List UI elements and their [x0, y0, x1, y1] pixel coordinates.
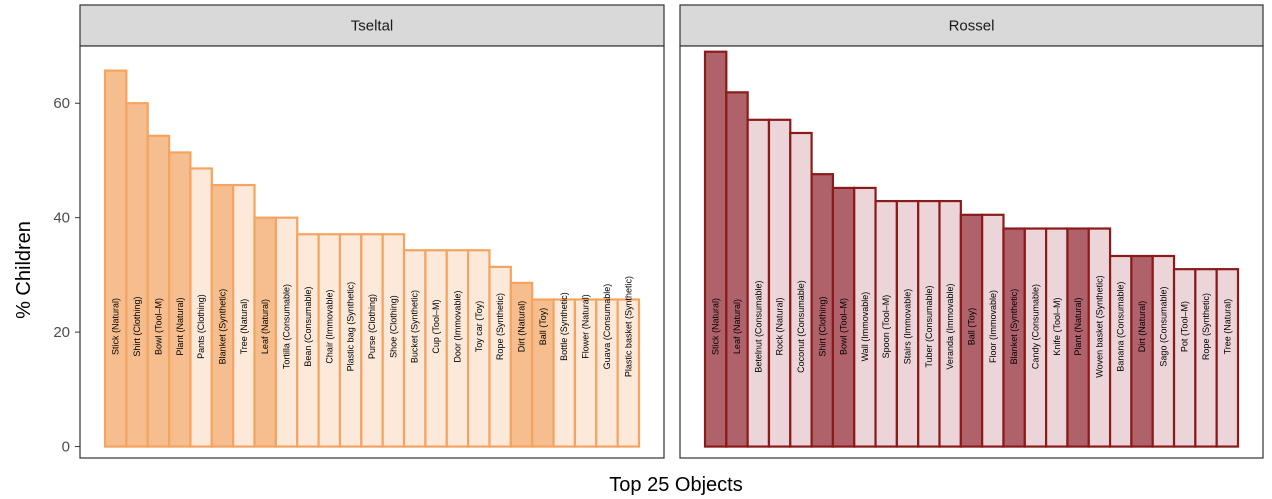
bar-label: Rock (Natural) [775, 298, 785, 356]
bar-label: Tortilla (Consumable) [282, 284, 292, 369]
y-tick-label: 0 [62, 439, 70, 456]
bar-label: Candy (Consumable) [1030, 284, 1040, 369]
bar-label: Stairs (Immovable) [903, 289, 913, 365]
bar-label: Bottle (Synthetic) [559, 292, 569, 361]
bar-label: Blanket (Synthetic) [1009, 289, 1019, 365]
bar-label: Knife (Tool–M) [1052, 298, 1062, 356]
y-tick-label: 20 [53, 324, 70, 341]
bar [146, 134, 171, 448]
bar-label: Flower (Natural) [581, 294, 591, 359]
bar-label: Ball (Toy) [538, 308, 548, 346]
bar-label: Stick (Natural) [111, 298, 121, 355]
bar-label: Plastic basket (Synthetic) [623, 276, 633, 377]
y-tick-label: 60 [53, 95, 70, 112]
bar-label: Rope (Synthetic) [495, 293, 505, 360]
bar-label: Bucket (Synthetic) [410, 290, 420, 363]
facet-strip [79, 4, 665, 47]
bar-label: Tree (Natural) [1222, 299, 1232, 355]
bar-label: Wall (Immovable) [860, 292, 870, 362]
bar-label: Shirt (Clothing) [817, 297, 827, 357]
bar-label: Purse (Clothing) [367, 294, 377, 359]
bar-label: Plastic bag (Synthetic) [346, 282, 356, 372]
panel-border [79, 45, 665, 459]
bar-label: Ball (Toy) [967, 308, 977, 346]
y-axis-title: % Children [13, 221, 35, 319]
bar [1215, 268, 1240, 448]
bar-label: Leaf (Natural) [260, 299, 270, 354]
bar-label: Shirt (Clothing) [132, 297, 142, 357]
bar-label: Plant (Natural) [175, 298, 185, 356]
bar [703, 50, 728, 448]
facet-strip [679, 4, 1264, 47]
y-tick-label: 40 [53, 210, 70, 227]
bar-label: Shoe (Clothing) [388, 295, 398, 358]
bar-label: Tree (Natural) [239, 299, 249, 355]
panel-tseltal: Tseltal Stick (Natural) Shirt (Clothing) Bo… [79, 4, 665, 459]
facet-strip-label: Rossel [949, 18, 995, 35]
panels: Tseltal Stick (Natural) Shirt (Clothing) Bo… [79, 4, 1264, 459]
bar-label: Plant (Natural) [1073, 298, 1083, 356]
bar-label: Stick (Natural) [711, 298, 721, 355]
bar-label: Sago (Consumable) [1158, 287, 1168, 367]
bar-label: Toy car (Toy) [474, 301, 484, 353]
panel-rossel: Rossel Stick (Natural) Leaf (Natural) Betel… [679, 4, 1264, 459]
bar-label: Coconut (Consumable) [796, 280, 806, 373]
bar [103, 69, 128, 448]
bar-label: Banana (Consumable) [1116, 282, 1126, 372]
bar-label: Spoon (Tool–M) [881, 295, 891, 359]
bar [616, 298, 641, 448]
bar-label: Tuber (Consumable) [924, 285, 934, 367]
bar-label: Cup (Tool–M) [431, 300, 441, 354]
bar [1172, 268, 1197, 448]
panel-border [679, 45, 1264, 459]
bar-label: Woven basket (Synthetic) [1094, 275, 1104, 377]
bar-label: Guava (Consumable) [602, 284, 612, 370]
facet-strip-label: Tseltal [351, 18, 394, 35]
bar-label: Door (Immovable) [452, 291, 462, 363]
bar-label: Veranda (Immovable) [945, 284, 955, 370]
bar-label: Rope (Synthetic) [1201, 293, 1211, 360]
bar [767, 118, 792, 448]
bar [725, 91, 749, 448]
bar-label: Dirt (Natural) [517, 301, 527, 353]
bar-label: Floor (Immovable) [988, 290, 998, 363]
bar-label: Blanket (Synthetic) [217, 289, 227, 365]
bar-label: Bowl (Tool–M) [153, 298, 163, 355]
bar-label: Pants (Clothing) [196, 294, 206, 359]
y-axis: 0 20 40 60 [53, 95, 80, 456]
x-axis-title: Top 25 Objects [609, 474, 742, 496]
bar-label: Betelnut (Consumable) [753, 281, 763, 373]
bar-label: Bowl (Tool–M) [839, 298, 849, 355]
bar [125, 102, 149, 448]
bar-label: Pot (Tool–M) [1180, 301, 1190, 352]
bar-label: Leaf (Natural) [732, 299, 742, 354]
bar-label: Chair (Immovable) [324, 290, 334, 364]
bar-label: Bean (Consumable) [303, 287, 313, 367]
bar-label: Dirt (Natural) [1137, 301, 1147, 353]
